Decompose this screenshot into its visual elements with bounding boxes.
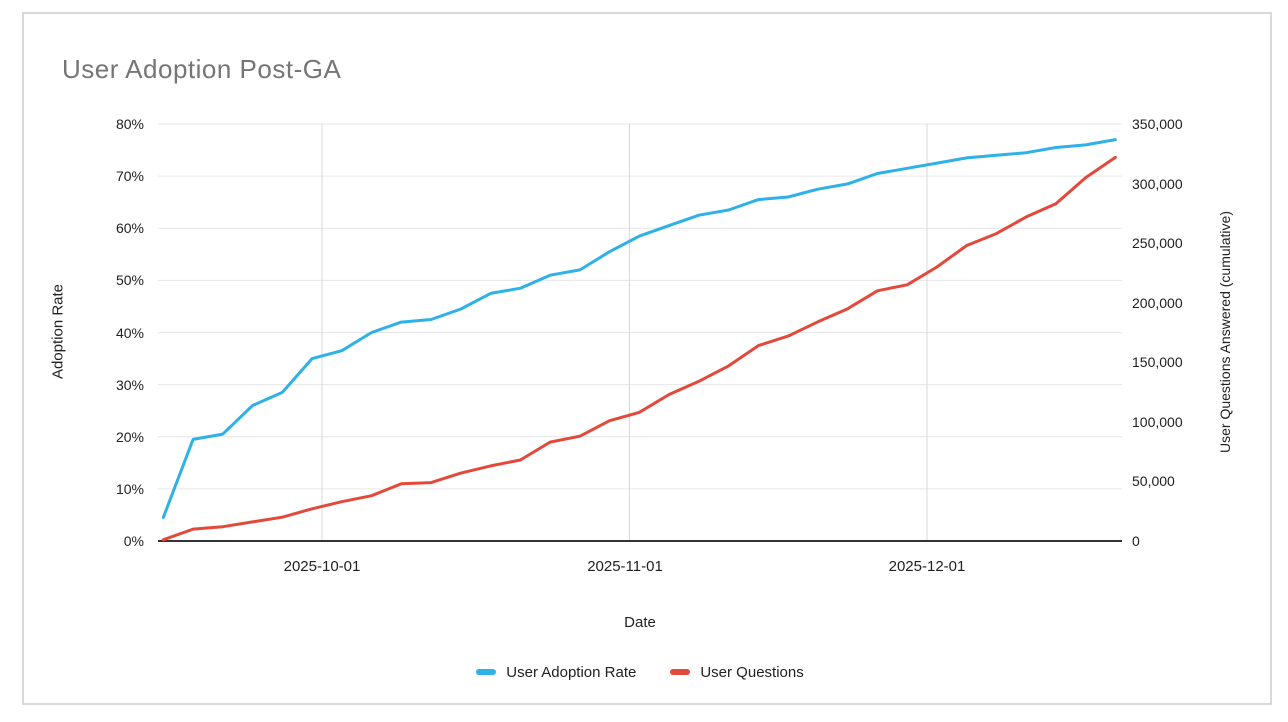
right-axis-tick: 350,000	[1132, 116, 1183, 132]
left-axis-tick: 60%	[115, 220, 144, 236]
right-axis-tick: 0	[1132, 533, 1140, 549]
legend-item-user-questions: User Questions	[670, 663, 804, 681]
right-axis-tick: 150,000	[1132, 354, 1183, 370]
user-questions-swatch-icon	[670, 669, 691, 675]
legend-label: User Questions	[700, 663, 804, 681]
chart-canvas[interactable]	[158, 123, 1122, 542]
left-axis-tick: 10%	[115, 481, 144, 497]
left-axis-tick: 50%	[115, 272, 144, 288]
adoption-rate-swatch-icon	[476, 669, 497, 675]
chart-title: User Adoption Post-GA	[62, 54, 342, 84]
right-axis-tick: 100,000	[1132, 414, 1183, 430]
right-axis-tick: 300,000	[1132, 176, 1183, 192]
chart-legend: User Adoption Rate User Questions	[158, 660, 1122, 684]
left-axis-title: Adoption Rate	[49, 283, 67, 380]
chart-card: User Adoption Post-GA 80% 70% 60% 50% 40…	[22, 12, 1272, 705]
x-axis-tick: 2025-10-01	[283, 558, 361, 575]
left-axis-tick: 80%	[115, 116, 144, 132]
x-axis-title: Date	[624, 614, 656, 631]
right-axis-tick: 50,000	[1132, 473, 1175, 489]
legend-item-adoption-rate: User Adoption Rate	[476, 664, 636, 681]
x-axis-tick: 2025-12-01	[888, 558, 966, 575]
right-axis-tick: 250,000	[1132, 235, 1183, 251]
left-axis-tick: 30%	[115, 377, 144, 393]
right-axis-title: User Questions Answered (cumulative)	[1217, 211, 1233, 453]
x-axis-tick: 2025-11-01	[587, 558, 663, 575]
left-axis-tick: 40%	[115, 325, 144, 341]
left-axis-tick: 70%	[115, 168, 144, 184]
left-axis-tick: 0%	[123, 533, 144, 549]
right-axis-tick: 200,000	[1132, 295, 1183, 311]
left-axis-tick: 20%	[115, 429, 144, 445]
legend-label: User Adoption Rate	[506, 663, 637, 681]
